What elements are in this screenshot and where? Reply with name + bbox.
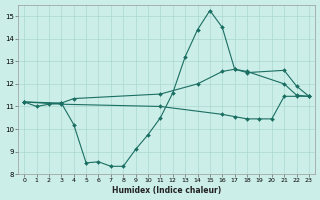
X-axis label: Humidex (Indice chaleur): Humidex (Indice chaleur): [112, 186, 221, 195]
